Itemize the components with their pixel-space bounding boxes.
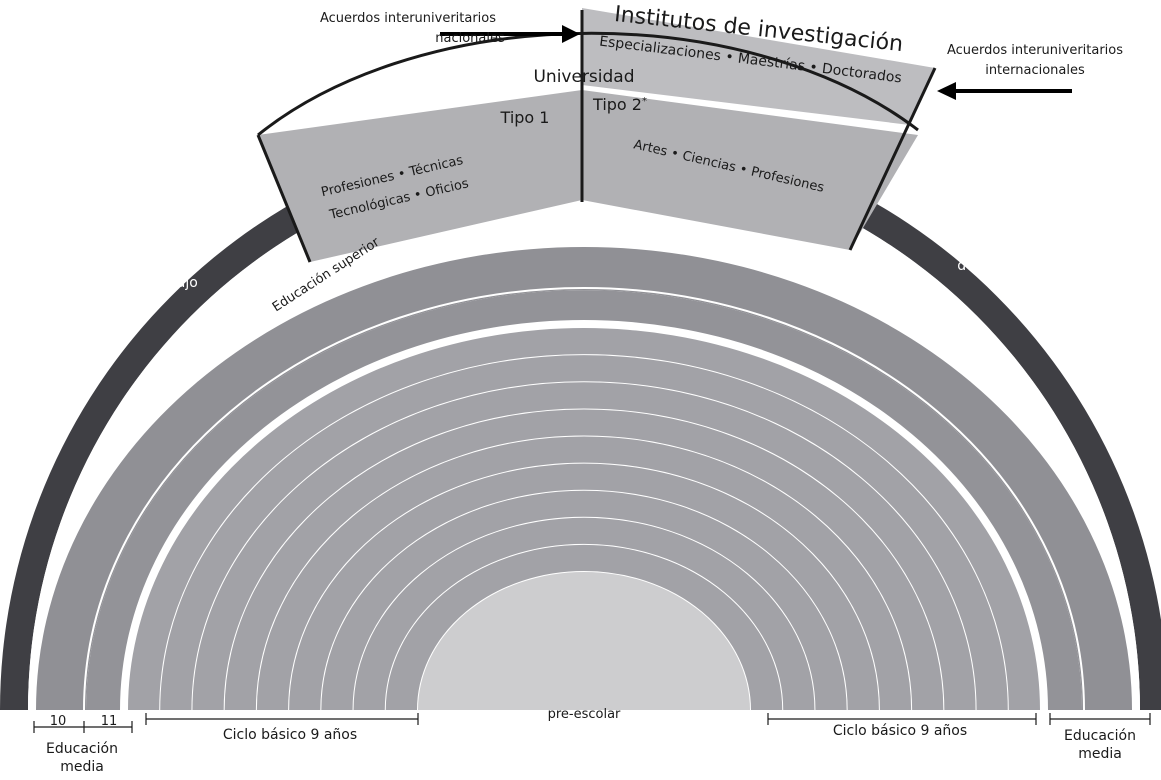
ciclo-basico-right: Ciclo básico 9 años — [833, 723, 967, 739]
tipo2-label: Tipo 2* — [592, 95, 647, 114]
mundo-trabajo-right-1: Mundo — [954, 238, 1001, 254]
ciclo-basico-left: Ciclo básico 9 años — [223, 727, 357, 743]
edu-media-right-2: media — [1078, 746, 1122, 762]
ciclo-basico-rings — [128, 328, 1040, 711]
tipo1-label: Tipo 1 — [500, 108, 550, 127]
preescolar-label: pre-escolar — [548, 707, 621, 722]
educacion-media-divider — [83, 287, 1085, 711]
universidad-upper-arc — [257, 31, 919, 137]
tipo1-panel — [258, 90, 582, 262]
arrow-left-icon — [937, 82, 1072, 100]
edu-media-left-2: media — [60, 759, 104, 775]
ciclo-basico-ring-8 — [353, 517, 815, 710]
mundo-trabajo-right-2: del trabajo — [957, 258, 1033, 274]
arrow-right-icon — [440, 25, 580, 43]
ciclo-basico-ring-7 — [321, 490, 847, 710]
ciclo-basico-ring-9 — [385, 544, 783, 710]
bottom-scale — [33, 713, 1151, 733]
tipo2-panel — [582, 90, 918, 250]
mundo-trabajo-left-2: del trabajo — [122, 275, 198, 291]
tipo1-left-edge — [256, 134, 312, 263]
edu-media-right-1: Educación — [1064, 728, 1136, 744]
grade-10: 10 — [50, 714, 67, 729]
ciclo-basico-ring-divider-3 — [223, 408, 945, 711]
tipo2-right-edge — [848, 67, 937, 251]
intl-agreements-line2: internacionales — [985, 63, 1085, 78]
nat-agreements-line1: Acuerdos interuniveritarios — [320, 11, 496, 26]
edu-media-left-1: Educación — [46, 741, 118, 757]
preescolar-dome — [418, 572, 750, 710]
universidad-label: Universidad — [533, 67, 634, 87]
intl-agreements-line1: Acuerdos interuniveritarios — [947, 43, 1123, 58]
ciclo-basico-ring-6 — [289, 463, 879, 710]
grade-11: 11 — [101, 714, 118, 729]
mundo-trabajo-left-1: Mundo — [132, 256, 179, 272]
nat-agreements-line2: nacionales — [435, 31, 505, 46]
